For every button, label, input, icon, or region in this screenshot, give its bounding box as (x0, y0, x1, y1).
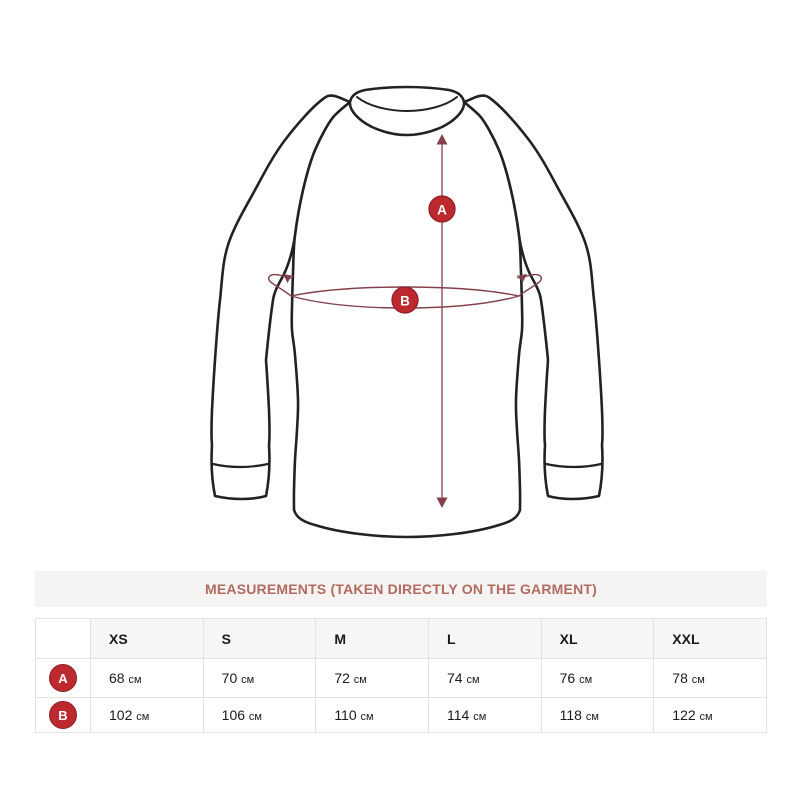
svg-text:B: B (400, 294, 410, 309)
svg-text:A: A (437, 203, 447, 218)
